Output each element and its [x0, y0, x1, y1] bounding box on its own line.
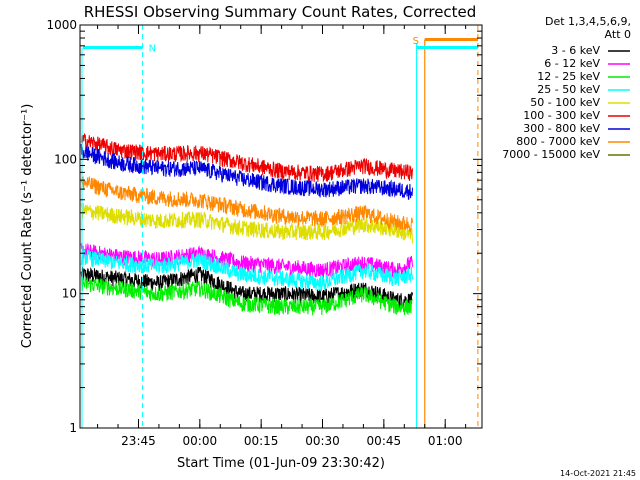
series-line	[80, 249, 413, 293]
plot-frame	[79, 24, 483, 429]
series-line	[80, 144, 413, 200]
x-tick-label: 00:15	[244, 434, 279, 448]
legend-label: 7000 - 15000 keV	[502, 148, 600, 161]
x-tick-label: 23:45	[121, 434, 156, 448]
legend-label: 800 - 7000 keV	[516, 135, 600, 148]
legend-label: 300 - 800 keV	[523, 122, 600, 135]
flag-label: N	[149, 43, 156, 54]
series-1	[80, 242, 413, 279]
series-line	[80, 175, 413, 233]
legend-title-line-1: Det 1,3,4,5,6,9,	[545, 15, 631, 28]
series-4	[80, 202, 413, 244]
legend-label: 3 - 6 keV	[551, 44, 600, 57]
chart-title: RHESSI Observing Summary Count Rates, Co…	[84, 3, 477, 21]
series-6	[80, 144, 413, 200]
legend-label: 12 - 25 keV	[537, 70, 600, 83]
series-line	[80, 202, 413, 244]
y-axis-label: Corrected Count Rate (s⁻¹ detector⁻¹)	[20, 104, 35, 349]
series-7	[80, 175, 413, 233]
plot-area: NS	[80, 25, 479, 428]
series-3	[80, 249, 413, 293]
legend-label: 6 - 12 keV	[544, 57, 600, 70]
chart-footer: 14-Oct-2021 21:45	[560, 469, 636, 478]
series-5	[80, 133, 413, 182]
legend-label: 25 - 50 keV	[537, 83, 600, 96]
series-line	[80, 242, 413, 279]
legend-title-line-2: Att 0	[605, 28, 631, 41]
series-2	[80, 275, 413, 316]
series-line	[80, 133, 413, 182]
x-axis: 23:45 00:00 00:15 00:30 00:45 01:00	[97, 25, 467, 448]
y-tick-label: 1	[69, 421, 77, 435]
y-axis: 1 10 100 1000	[46, 18, 482, 435]
y-tick-label: 10	[62, 287, 77, 301]
x-tick-label: 00:00	[183, 434, 218, 448]
flag-label: S	[413, 36, 419, 47]
x-tick-label: 00:30	[305, 434, 340, 448]
x-axis-label: Start Time (01-Jun-09 23:30:42)	[177, 456, 385, 471]
y-tick-label: 1000	[46, 18, 77, 32]
legend-label: 100 - 300 keV	[523, 109, 600, 122]
x-tick-label: 00:45	[367, 434, 402, 448]
x-tick-label: 01:00	[428, 434, 463, 448]
flag-markers: NS	[81, 25, 479, 428]
y-tick-label: 100	[54, 152, 77, 166]
series-line	[80, 275, 413, 316]
legend-label: 50 - 100 keV	[530, 96, 600, 109]
